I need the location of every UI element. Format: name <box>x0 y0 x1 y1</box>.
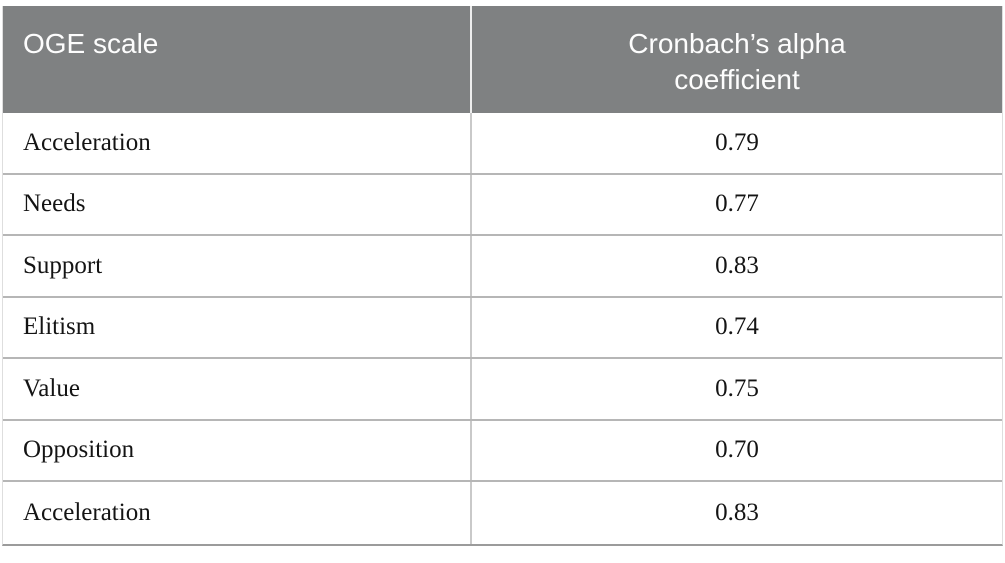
table-row: Acceleration 0.83 <box>3 482 1002 544</box>
table-row: Elitism 0.74 <box>3 297 1002 359</box>
scale-cell: Needs <box>3 174 472 234</box>
alpha-cell: 0.83 <box>715 498 759 526</box>
column-header-alpha-label: Cronbach’s alpha coefficient <box>628 28 846 95</box>
alpha-cell: 0.70 <box>715 436 759 464</box>
column-header-alpha: Cronbach’s alpha coefficient <box>472 6 1002 113</box>
table-row: Acceleration 0.79 <box>3 113 1002 175</box>
scale-cell: Acceleration <box>3 482 472 544</box>
alpha-cell: 0.74 <box>715 313 759 341</box>
scale-cell: Acceleration <box>3 113 472 173</box>
scale-cell: Support <box>3 236 472 296</box>
alpha-cell: 0.79 <box>715 128 759 156</box>
scale-cell: Value <box>3 359 472 419</box>
alpha-cell: 0.77 <box>715 190 759 218</box>
scale-cell: Opposition <box>3 420 472 480</box>
table-row: Needs 0.77 <box>3 174 1002 236</box>
table-row: Opposition 0.70 <box>3 420 1002 482</box>
reliability-table: OGE scale Cronbach’s alpha coefficient A… <box>2 6 1003 546</box>
table-row: Value 0.75 <box>3 359 1002 421</box>
scale-cell: Elitism <box>3 297 472 357</box>
alpha-cell: 0.83 <box>715 251 759 279</box>
alpha-cell: 0.75 <box>715 374 759 402</box>
table-header-row: OGE scale Cronbach’s alpha coefficient <box>3 6 1002 113</box>
table-row: Support 0.83 <box>3 236 1002 298</box>
column-header-oge-scale: OGE scale <box>3 6 472 113</box>
